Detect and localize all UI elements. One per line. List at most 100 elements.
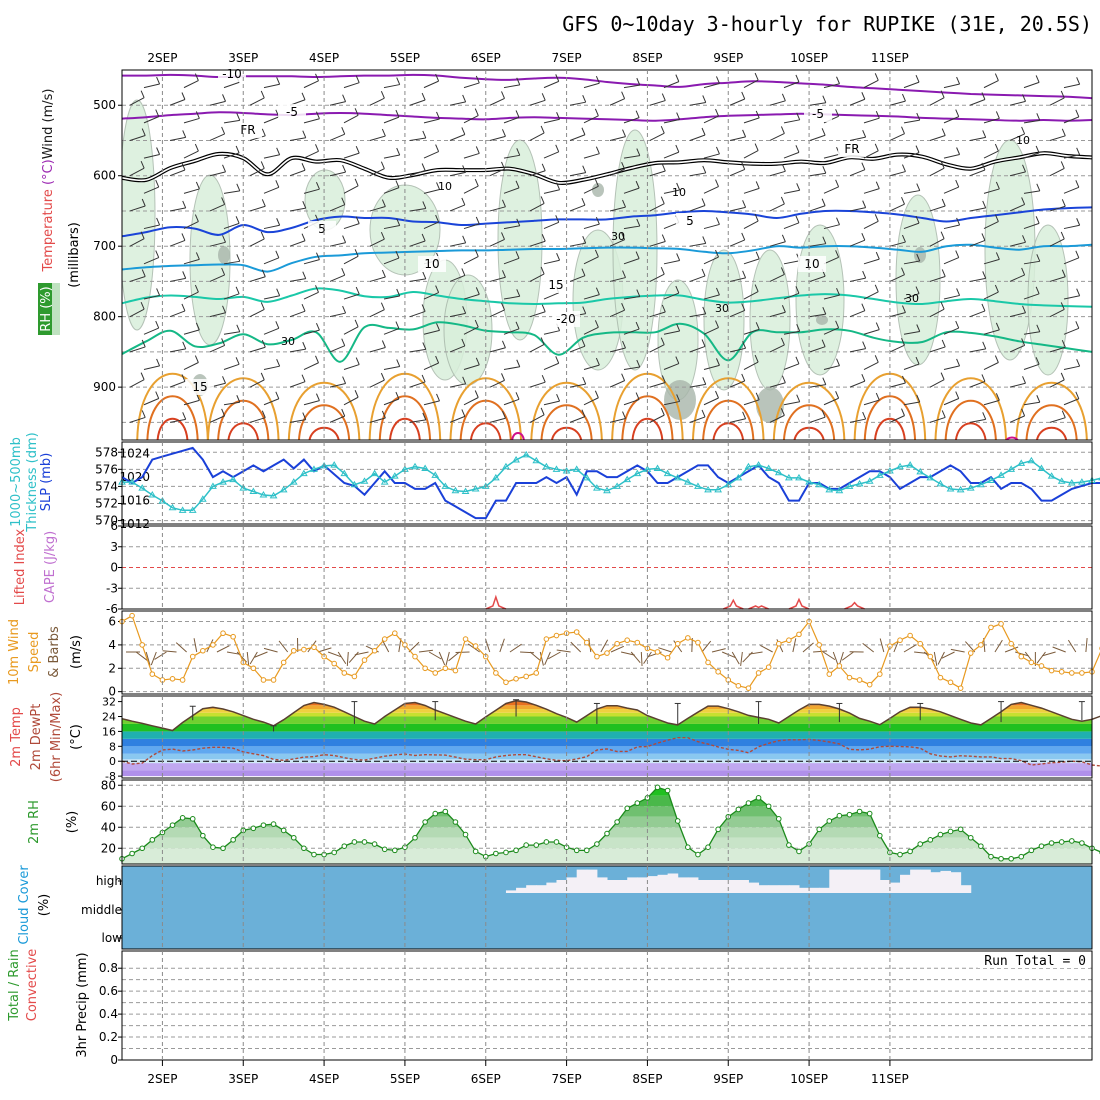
wind-barb-flag bbox=[276, 218, 281, 226]
temp-color-band bbox=[122, 723, 1092, 732]
wind-barb-flag bbox=[754, 213, 759, 222]
contour-label-bg bbox=[676, 213, 704, 229]
wind-barb bbox=[289, 348, 306, 353]
wind-barb-flag bbox=[741, 232, 746, 241]
thickness-marker bbox=[512, 455, 520, 463]
rh-marker bbox=[533, 842, 540, 848]
wind-barb-flag bbox=[194, 73, 199, 81]
wind-barb bbox=[729, 418, 746, 423]
wind-barb-flag bbox=[141, 269, 146, 277]
high-cloud-bar bbox=[809, 887, 820, 893]
wind-barb-flag bbox=[836, 358, 840, 366]
high-cloud-bar bbox=[607, 880, 618, 893]
wind-barb bbox=[903, 401, 920, 406]
wind-barb bbox=[249, 308, 265, 318]
wind-barb bbox=[623, 117, 640, 124]
wind-barb bbox=[249, 135, 266, 141]
wind-barb bbox=[649, 381, 666, 388]
wind-barb-flag bbox=[341, 408, 346, 417]
wind-barb-flag bbox=[380, 372, 385, 381]
wind-barb-flag bbox=[342, 164, 347, 173]
wind-barb bbox=[823, 224, 840, 230]
high-cloud-bar bbox=[798, 887, 810, 893]
thickness-marker bbox=[249, 487, 258, 495]
wind-barb-flag bbox=[781, 375, 786, 383]
high-cloud-bar bbox=[829, 869, 840, 893]
thickness-marker bbox=[744, 462, 753, 470]
wind-barb bbox=[889, 100, 906, 106]
rh-marker bbox=[250, 825, 257, 832]
wind-barb-flag bbox=[462, 235, 467, 244]
thickness-marker bbox=[956, 485, 965, 493]
warm-isotherm bbox=[530, 381, 603, 440]
thickness-marker bbox=[966, 484, 975, 491]
rh-color-band bbox=[122, 795, 1092, 807]
rh-marker bbox=[493, 850, 499, 857]
thickness-marker bbox=[1067, 479, 1076, 486]
wind-barb bbox=[489, 168, 505, 177]
wind-barb bbox=[583, 153, 600, 159]
wind-barb-flag bbox=[1036, 113, 1041, 121]
rh-marker bbox=[947, 828, 954, 835]
wind-barb-flag bbox=[1036, 395, 1041, 403]
wind-barb bbox=[863, 291, 879, 300]
wind-speed-marker bbox=[533, 670, 540, 676]
wind-barb-flag bbox=[194, 284, 199, 293]
wind-speed-marker bbox=[967, 650, 974, 656]
wind-barb-flag bbox=[541, 234, 546, 242]
wind-barb bbox=[689, 345, 706, 353]
wind-barb-flag bbox=[395, 250, 400, 259]
wind-barb bbox=[863, 117, 880, 124]
wind-barb bbox=[703, 327, 719, 335]
wind-barb bbox=[529, 414, 545, 423]
wind-barb bbox=[543, 362, 559, 370]
wind-barb-flag bbox=[540, 125, 545, 134]
wind-barb-flag bbox=[1076, 147, 1081, 155]
surface-wind-barb bbox=[445, 651, 450, 666]
rh-marker bbox=[280, 827, 287, 834]
wind-barb-flag bbox=[235, 286, 240, 295]
wind-barb-flag bbox=[875, 181, 880, 189]
wind-barb-flag bbox=[754, 143, 759, 151]
wind-barb bbox=[769, 170, 786, 177]
warm-isotherm bbox=[287, 381, 361, 440]
surface-wind-barb bbox=[731, 651, 740, 665]
thickness-marker bbox=[198, 495, 207, 502]
wind-barb-flag bbox=[941, 339, 946, 348]
wind-barb-flag bbox=[715, 217, 720, 225]
wind-barb bbox=[903, 152, 920, 159]
wind-barb-flag bbox=[155, 109, 160, 117]
high-cloud-bar bbox=[788, 885, 800, 893]
surface-wind-barb bbox=[879, 638, 885, 653]
wind-barb bbox=[663, 400, 680, 406]
wind-barb bbox=[969, 348, 986, 353]
wind-barb-flag bbox=[181, 374, 186, 382]
wind-barb bbox=[783, 189, 800, 194]
wind-barb-flag bbox=[1022, 235, 1026, 243]
wind-barb-flag bbox=[540, 407, 545, 416]
wind-barb bbox=[983, 291, 999, 300]
wind-barb bbox=[703, 364, 720, 371]
wind-speed-marker bbox=[1079, 670, 1085, 676]
contour-label-bg bbox=[278, 104, 306, 120]
wind-barb bbox=[783, 330, 800, 335]
wind-barb bbox=[623, 328, 640, 335]
surface-wind-barb bbox=[862, 642, 875, 653]
warm-isotherm bbox=[934, 377, 1007, 440]
wind-barb bbox=[809, 243, 826, 247]
thickness-marker bbox=[209, 482, 217, 489]
wind-barb bbox=[543, 221, 559, 230]
wind-speed-marker bbox=[301, 646, 307, 653]
wind-barb-flag bbox=[781, 305, 786, 313]
rh-contour-label: 30 bbox=[715, 302, 729, 315]
rh-marker bbox=[1048, 840, 1055, 846]
wind-speed-marker bbox=[735, 683, 742, 689]
wind-barb-flag bbox=[796, 112, 801, 121]
warm-isotherm bbox=[378, 395, 431, 440]
rh-region-dense bbox=[664, 380, 696, 420]
wind-barb bbox=[343, 255, 359, 265]
wind-barb-flag bbox=[796, 183, 801, 191]
wind-speed-marker bbox=[169, 676, 176, 682]
thickness-marker bbox=[188, 506, 197, 513]
